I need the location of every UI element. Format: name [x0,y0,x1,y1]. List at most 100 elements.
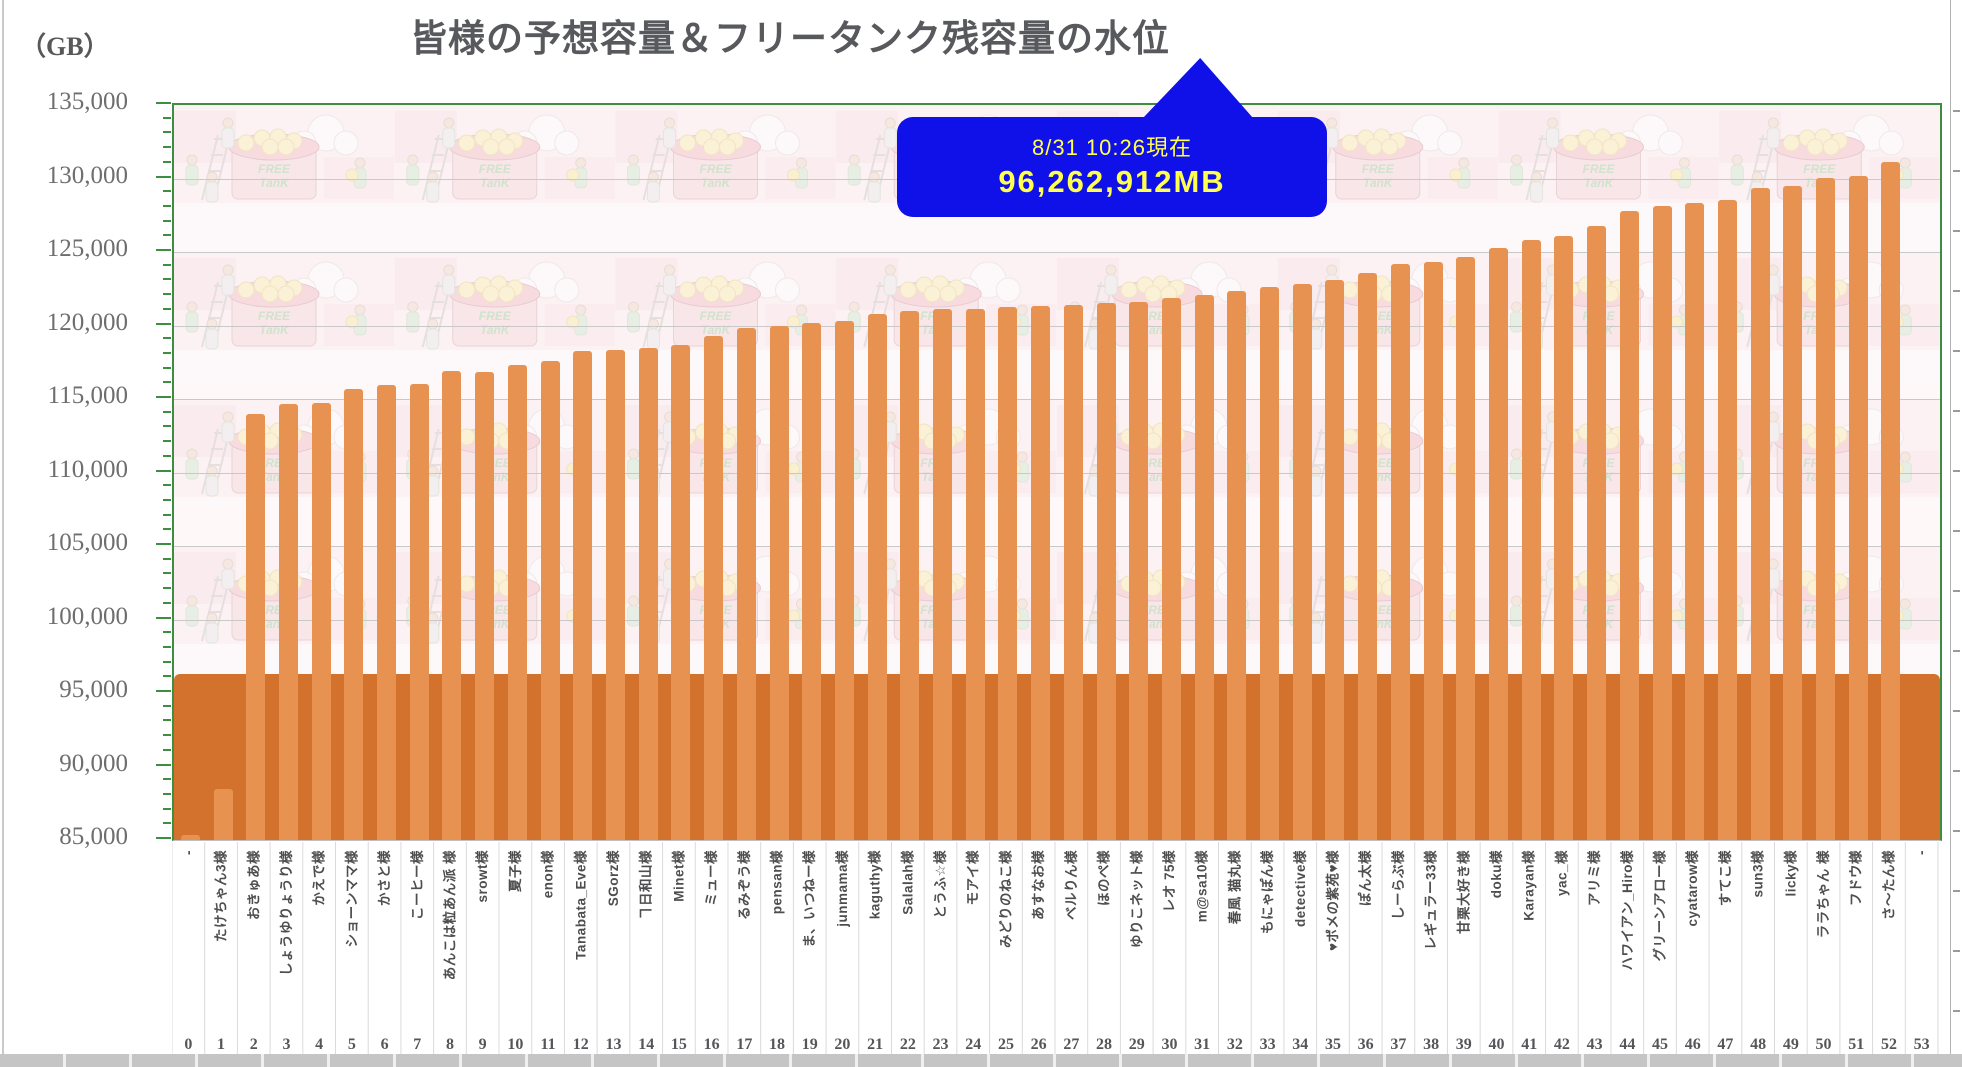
y-axis-tick-label: 100,000 [46,602,128,630]
x-axis-name-label: すてこ様 [1717,850,1733,906]
callout-value: 96,262,912MB [998,164,1226,199]
y-axis-minor-tick [163,190,171,193]
svg-text:FREE: FREE [699,309,732,323]
x-axis-name-label: レオ 75様 [1161,850,1177,912]
right-edge-tick [1953,770,1960,772]
gridline [174,252,1940,253]
x-axis-name-label: cyatarow様 [1684,850,1700,927]
svg-text:TanK: TanK [701,176,732,190]
y-axis-minor-tick [163,116,171,119]
bar [1619,210,1639,840]
x-axis-name-label: 春風 猫丸様 [1226,850,1242,925]
y-axis-tick-label: 90,000 [59,749,128,777]
x-axis-index-label: 9 [479,1036,487,1053]
spreadsheet-cell [198,1054,261,1067]
x-axis-index-label: 18 [769,1036,785,1053]
y-axis-minor-tick [163,778,171,781]
right-edge-tick [1953,710,1960,712]
bar [507,364,527,840]
x-axis-name-label: みどりのねこ様 [997,850,1013,948]
bar [180,834,200,840]
x-axis-index-label: 48 [1750,1036,1766,1053]
spreadsheet-cell [1716,1054,1779,1067]
x-axis-name-label: licky様 [1782,850,1798,897]
x-axis-index-label: 23 [933,1036,949,1053]
y-axis-tick-label: 125,000 [46,235,128,262]
spreadsheet-cell [66,1054,129,1067]
x-axis-name-label: ヿ日和山様 [638,850,654,920]
x-axis-index-label: 27 [1063,1036,1079,1053]
bar [475,372,495,840]
spreadsheet-cell [1914,1054,1962,1067]
bar [965,308,985,840]
x-axis-name-label: ゆりこネット様 [1128,850,1144,948]
x-axis-name-label: - [181,850,196,855]
y-axis-minor-tick [163,278,171,281]
spreadsheet-cell [1056,1054,1119,1067]
x-axis-index-label: 3 [282,1036,290,1053]
spreadsheet-cell [990,1054,1053,1067]
bar [1031,306,1051,840]
x-axis-index-label: 37 [1390,1036,1406,1053]
y-axis-minor-tick [163,204,171,207]
y-axis-minor-tick [163,498,171,501]
callout-pointer-up-icon [1143,58,1253,118]
bar [1096,302,1116,840]
y-axis-minor-tick [163,675,171,678]
svg-text:TanK: TanK [701,323,732,337]
x-axis-name-label: かえで様 [311,850,327,906]
spreadsheet-cell [0,1054,63,1067]
bar [1554,235,1574,840]
y-axis-minor-tick [163,484,171,487]
x-axis-index-label: 49 [1783,1036,1799,1053]
x-axis-name-label: ハワイアン_Hiro様 [1619,850,1635,970]
x-axis-index-label: 0 [184,1036,192,1053]
bar [278,404,298,840]
x-axis-index-label: 45 [1652,1036,1668,1053]
bar [1260,287,1280,840]
y-axis-minor-tick [163,587,171,590]
y-axis-minor-tick [163,660,171,663]
tank-level-fill-area [174,674,1940,840]
x-axis-name-label: しーらぶ様 [1390,850,1406,920]
x-axis-index-label: 42 [1554,1036,1570,1053]
x-axis-index-label: 43 [1587,1036,1603,1053]
right-edge-tick [1953,470,1960,472]
spreadsheet-cell [462,1054,525,1067]
bar [933,308,953,840]
x-axis-name-label: フドウ様 [1848,850,1864,906]
spreadsheet-cell [1452,1054,1515,1067]
x-axis-name-label: junmama様 [834,850,850,928]
bar [344,389,364,840]
svg-text:FREE: FREE [479,309,512,323]
y-axis-minor-tick [163,734,171,737]
svg-text:TanK: TanK [1363,176,1394,190]
y-axis-minor-tick [163,528,171,531]
bar [900,310,920,840]
x-axis-index-label: 29 [1129,1036,1145,1053]
x-axis-index-label: 38 [1423,1036,1439,1053]
bar [1685,203,1705,840]
x-axis-index-label: 22 [900,1036,916,1053]
y-axis-major-tick [156,322,171,325]
x-axis-index-label: 8 [446,1036,454,1053]
x-axis-name-label: たけちゃん3様 [213,850,229,942]
x-axis-name-label: るみぞう様 [736,850,752,920]
x-axis-index-label: 47 [1717,1036,1733,1053]
x-axis-name-label: ミュー様 [703,850,719,906]
gridline [174,325,1940,327]
bar [736,327,756,840]
x-axis-index-label: 34 [1292,1036,1308,1053]
bar [1194,295,1214,840]
bar [1587,226,1607,840]
y-axis-minor-tick [163,631,171,634]
y-axis-tick-label: 130,000 [46,161,128,189]
y-axis-minor-tick [163,807,171,810]
x-axis-name-label: ほのぺ様 [1096,850,1112,906]
y-axis-minor-tick [163,293,171,296]
bar [834,321,854,840]
x-axis-index-label: 2 [250,1036,258,1053]
x-axis-index-label: 1 [217,1036,225,1053]
spreadsheet-cell [792,1054,855,1067]
